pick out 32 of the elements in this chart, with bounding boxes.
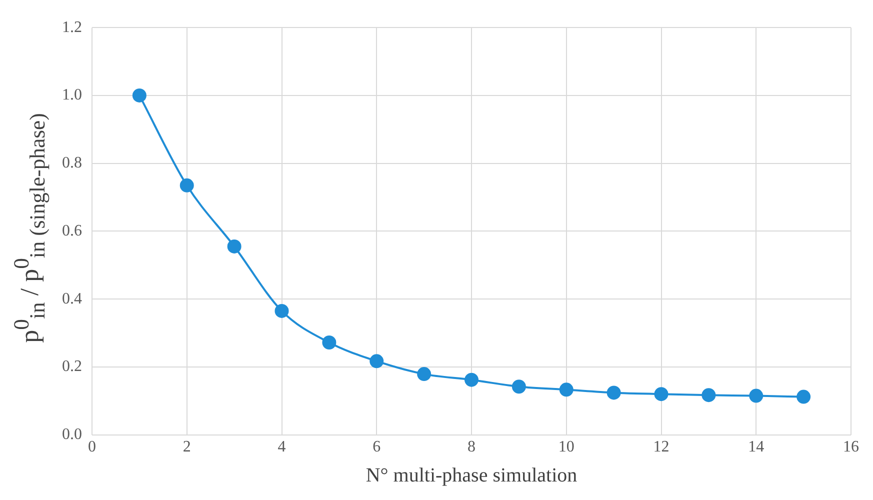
point [654,387,668,402]
x-tick-label: 8 [468,438,476,456]
point [702,388,716,402]
y-tick-label: 1.2 [62,18,82,36]
point [370,354,384,368]
point [796,390,811,404]
x-tick-label: 10 [558,438,574,456]
point [227,239,242,254]
x-tick-label: 14 [748,438,764,456]
point [132,88,146,102]
point [512,380,526,394]
y-tick-label: 1.0 [62,86,82,104]
point [464,372,478,387]
point [417,367,432,382]
point [180,178,194,192]
y-tick-label: 0.6 [62,222,82,240]
point [322,336,336,350]
point [749,388,764,403]
y-tick-label: 0.4 [62,290,82,308]
point [274,304,289,318]
point [559,382,574,397]
x-tick-label: 0 [88,438,96,456]
x-tick-label: 12 [653,438,670,456]
x-axis-title: N° multi-phase simulation [366,464,578,486]
x-tick-label: 16 [843,438,859,456]
y-tick-label: 0.2 [62,358,82,376]
y-tick-label: 0.0 [62,426,82,444]
x-tick-label: 4 [278,438,286,456]
point [606,386,621,400]
x-tick-label: 2 [182,438,191,456]
x-tick-label: 6 [372,438,381,456]
y-tick-label: 0.8 [62,154,82,172]
